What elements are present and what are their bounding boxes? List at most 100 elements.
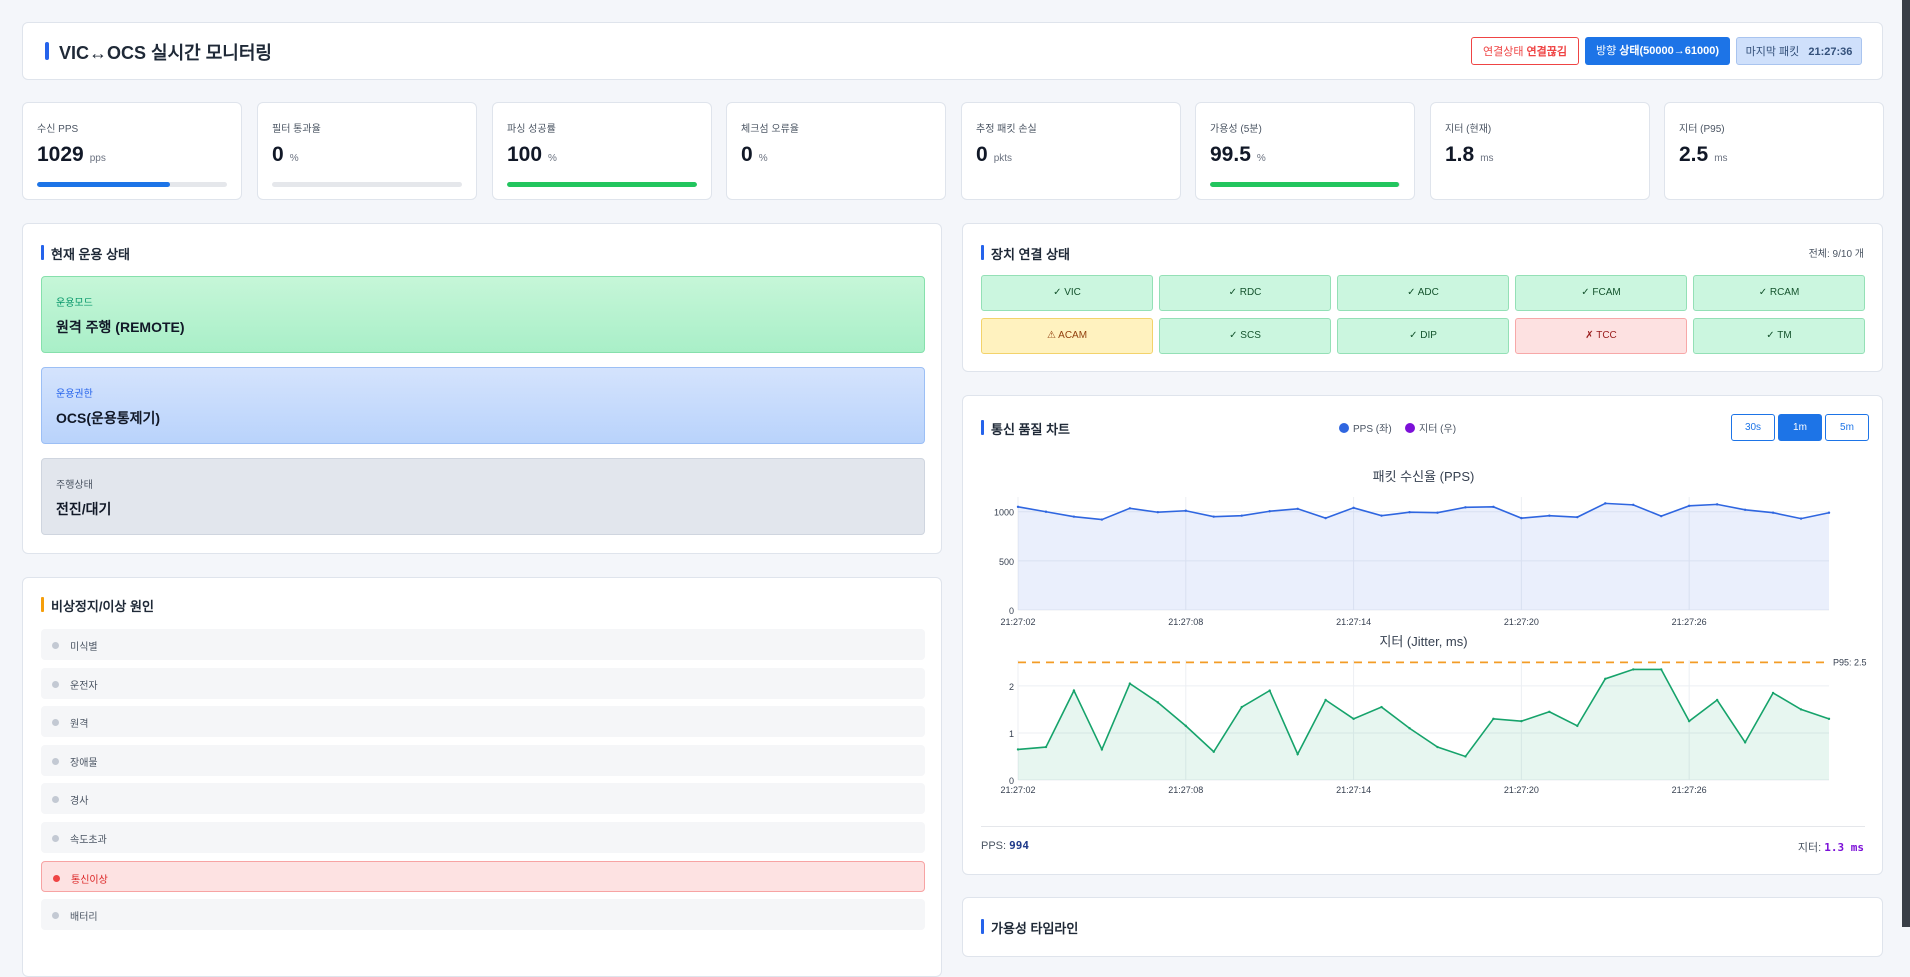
metric-progress-bar <box>1210 182 1400 187</box>
data-point <box>1660 668 1663 671</box>
data-point <box>1827 717 1831 721</box>
emergency-cause-panel: 비상정지/이상 원인 미식별 운전자 원격 장애물 경사 속도초과 통신이상 배터리 <box>22 577 942 977</box>
device-status-chip: ✓ RDC <box>1159 275 1331 311</box>
metric-card: 지터 (현재) 1.8 ms <box>1430 102 1650 200</box>
metric-unit: % <box>548 153 557 164</box>
data-point <box>1492 505 1495 509</box>
data-point <box>1044 510 1048 513</box>
direction-status-button[interactable]: 방향 상태(50000→61000) <box>1585 37 1730 65</box>
metric-value: 0% <box>741 143 768 167</box>
status-dot <box>52 796 59 804</box>
metric-unit: ms <box>1714 153 1728 164</box>
metric-number: 1.8 <box>1445 143 1475 166</box>
x-tick-label: 21:27:20 <box>1504 785 1539 795</box>
metric-label: 필터 통과율 <box>272 124 321 135</box>
chart-footer-divider <box>981 826 1865 827</box>
pps-footer: PPS: 994 <box>981 839 1029 852</box>
legend-pps-dot <box>1339 423 1349 433</box>
metric-value: 0 pkts <box>976 143 1012 167</box>
metric-card: 가용성 (5분) 99.5% <box>1195 102 1415 200</box>
y-tick-label: 1 <box>1009 729 1014 739</box>
device-status-chip: ⚠ ACAM <box>981 318 1153 354</box>
operation-authority-box: 운용권한 OCS(운용통제기) <box>41 367 925 444</box>
range-30s-button[interactable]: 30s <box>1731 414 1775 441</box>
status-dot <box>52 719 59 727</box>
metric-number: 2.5 <box>1679 143 1709 166</box>
emergency-cause-label: 미식별 <box>70 642 98 653</box>
header-bar: VIC↔OCS 실시간 모니터링 연결상태 연결끊김 방향 상태(50000→6… <box>22 22 1883 80</box>
operation-mode-label: 운용모드 <box>56 298 93 309</box>
device-status-chip: ✓ ADC <box>1337 275 1509 311</box>
data-point <box>1408 511 1411 514</box>
connection-status-label: 연결상태 <box>1482 46 1524 58</box>
data-point <box>1352 717 1355 721</box>
data-point <box>1100 748 1104 751</box>
drive-state-label: 주행상태 <box>56 480 93 491</box>
data-point <box>1072 689 1076 692</box>
metric-number: 1029 <box>37 143 84 166</box>
x-tick-label: 21:27:14 <box>1336 785 1371 795</box>
y-tick-label: 1000 <box>994 508 1014 518</box>
emergency-cause-item: 통신이상 <box>41 860 925 892</box>
range-5m-button[interactable]: 5m <box>1825 414 1869 441</box>
metric-unit: pps <box>89 153 106 164</box>
device-status-chip: ✓ TM <box>1693 318 1865 354</box>
status-dot <box>52 835 59 842</box>
availability-timeline-panel: 가용성 타임라인 <box>962 897 1883 957</box>
last-packet-badge: 마지막 패킷 21:27:36 <box>1736 37 1862 65</box>
metric-value: 0% <box>272 143 299 167</box>
data-point <box>1128 507 1132 510</box>
device-status-chip: ✗ TCC <box>1515 318 1687 354</box>
x-tick-label: 21:27:26 <box>1672 617 1707 627</box>
device-connection-title: 장치 연결 상태 <box>981 244 1070 263</box>
status-dot <box>52 912 59 920</box>
range-1m-button[interactable]: 1m <box>1778 414 1822 441</box>
series-line <box>1017 668 1830 758</box>
data-point <box>1520 516 1523 520</box>
device-status-chip: ✓ RCAM <box>1693 275 1865 311</box>
p95-label: P95: 2.5 <box>1833 657 1867 667</box>
legend-pps-label: PPS (좌) <box>1353 424 1392 435</box>
drive-state-box: 주행상태 전진/대기 <box>41 458 925 535</box>
metric-unit: ms <box>1480 153 1494 164</box>
window-edge <box>1902 0 1910 927</box>
legend-jitter: 지터 (우) <box>1405 420 1456 435</box>
legend-pps: PPS (좌) <box>1339 420 1392 435</box>
data-point <box>1576 724 1579 728</box>
connection-status-badge[interactable]: 연결상태 연결끊김 <box>1471 37 1579 65</box>
series-line <box>1017 502 1830 521</box>
data-point <box>1687 719 1691 723</box>
data-point <box>1240 705 1243 709</box>
metric-card: 필터 통과율 0% <box>257 102 477 200</box>
data-point <box>1016 748 1020 751</box>
pps-footer-label: PPS: <box>981 840 1007 852</box>
metric-number: 0 <box>741 143 753 166</box>
data-point <box>1352 506 1355 510</box>
data-point <box>1520 719 1523 723</box>
metric-label: 지터 (P95) <box>1679 124 1725 135</box>
legend-jitter-label: 지터 (우) <box>1419 424 1457 435</box>
emergency-cause-label: 속도초과 <box>70 835 107 846</box>
page-title: VIC↔OCS 실시간 모니터링 <box>45 39 272 65</box>
data-point <box>1632 668 1635 671</box>
jitter-footer-value: 1.3 ms <box>1824 841 1864 854</box>
status-dot <box>53 874 60 882</box>
metric-value: 1.8 ms <box>1445 143 1494 167</box>
operation-state-panel: 현재 운용 상태 운용모드 원격 주행 (REMOTE) 운용권한 OCS(운용… <box>22 223 942 554</box>
metric-value: 100% <box>507 143 557 167</box>
data-point <box>1799 708 1803 711</box>
metric-value: 99.5% <box>1210 143 1266 167</box>
device-total-count: 전체: 9/10 개 <box>1808 249 1864 260</box>
metric-card: 지터 (P95) 2.5 ms <box>1664 102 1884 200</box>
emergency-cause-item: 운전자 <box>41 667 925 699</box>
metric-unit: % <box>289 153 299 164</box>
emergency-cause-item: 원격 <box>41 706 925 738</box>
metric-label: 파싱 성공률 <box>507 124 556 135</box>
chart-panel-title: 통신 품질 차트 <box>981 419 1070 438</box>
data-point <box>1715 503 1719 506</box>
data-point <box>1016 505 1020 509</box>
data-point <box>1743 508 1747 511</box>
jitter-footer: 지터: 1.3 ms <box>1798 839 1864 855</box>
metric-number: 100 <box>507 143 543 166</box>
status-dot <box>52 642 59 649</box>
